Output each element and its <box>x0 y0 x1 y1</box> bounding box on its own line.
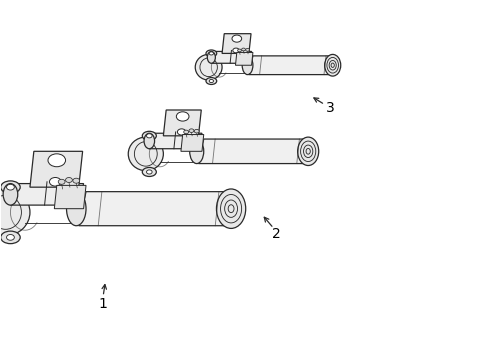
Circle shape <box>209 52 213 55</box>
Circle shape <box>237 49 241 52</box>
Ellipse shape <box>324 54 340 76</box>
Ellipse shape <box>216 189 245 228</box>
Ellipse shape <box>205 50 216 57</box>
Ellipse shape <box>142 167 156 176</box>
Polygon shape <box>235 53 252 65</box>
Circle shape <box>232 48 239 53</box>
Polygon shape <box>54 185 86 209</box>
Ellipse shape <box>144 133 154 149</box>
Ellipse shape <box>0 231 20 244</box>
Ellipse shape <box>207 51 215 63</box>
Circle shape <box>231 35 241 42</box>
Circle shape <box>146 170 152 174</box>
Circle shape <box>58 179 65 184</box>
Polygon shape <box>198 139 308 163</box>
Polygon shape <box>222 34 250 53</box>
Ellipse shape <box>66 192 86 226</box>
Text: 1: 1 <box>99 297 107 311</box>
Circle shape <box>241 48 245 51</box>
Circle shape <box>245 49 249 51</box>
Circle shape <box>6 234 14 240</box>
Circle shape <box>183 130 188 134</box>
Ellipse shape <box>128 137 163 171</box>
Polygon shape <box>181 135 203 151</box>
Polygon shape <box>163 110 201 136</box>
Circle shape <box>146 134 152 138</box>
Circle shape <box>194 129 199 133</box>
Ellipse shape <box>142 131 156 140</box>
Circle shape <box>209 80 213 82</box>
Polygon shape <box>79 192 232 226</box>
Circle shape <box>176 112 188 121</box>
Ellipse shape <box>297 137 318 166</box>
Ellipse shape <box>189 139 203 163</box>
Circle shape <box>65 177 72 183</box>
Ellipse shape <box>205 77 216 85</box>
Ellipse shape <box>0 189 30 235</box>
Circle shape <box>49 177 61 186</box>
Ellipse shape <box>195 54 222 80</box>
Polygon shape <box>211 51 251 63</box>
Text: 3: 3 <box>325 101 333 115</box>
Text: 2: 2 <box>271 227 280 241</box>
Circle shape <box>6 184 14 190</box>
Circle shape <box>48 154 65 167</box>
Circle shape <box>73 178 80 183</box>
Polygon shape <box>10 184 83 205</box>
Ellipse shape <box>242 56 252 75</box>
Circle shape <box>177 129 185 135</box>
Polygon shape <box>248 56 333 75</box>
Circle shape <box>188 129 194 132</box>
Ellipse shape <box>0 181 20 193</box>
Polygon shape <box>149 133 202 149</box>
Polygon shape <box>30 151 82 187</box>
Ellipse shape <box>3 184 18 205</box>
